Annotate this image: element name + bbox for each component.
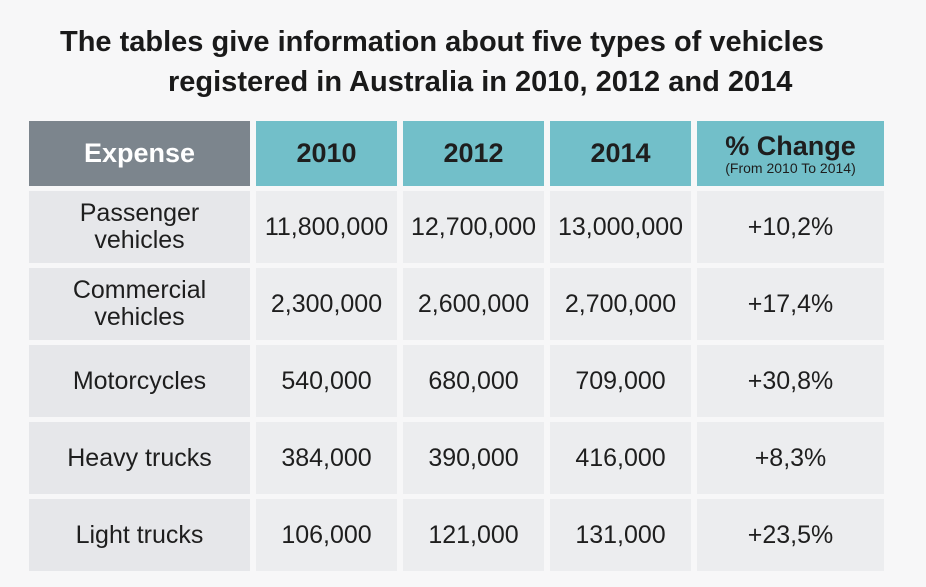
cell-commercial-change: +17,4%: [697, 268, 884, 340]
header-2012: 2012: [403, 121, 544, 186]
row-label-heavy-trucks: Heavy trucks: [29, 422, 250, 494]
cell-light-trucks-2014: 131,000: [550, 499, 691, 571]
cell-commercial-2010: 2,300,000: [256, 268, 397, 340]
row-label-motorcycles: Motorcycles: [29, 345, 250, 417]
header-2010: 2010: [256, 121, 397, 186]
chart-title-line-1: The tables give information about five t…: [60, 26, 824, 58]
vehicle-registration-table: Expense 2010 2012 2014 % Change (From 20…: [29, 121, 884, 571]
row-label-light-trucks: Light trucks: [29, 499, 250, 571]
header-percent-change: % Change (From 2010 To 2014): [697, 121, 884, 186]
cell-light-trucks-2012: 121,000: [403, 499, 544, 571]
cell-light-trucks-change: +23,5%: [697, 499, 884, 571]
row-label-passenger-vehicles: Passenger vehicles: [29, 191, 250, 263]
cell-heavy-trucks-2010: 384,000: [256, 422, 397, 494]
cell-motorcycles-2010: 540,000: [256, 345, 397, 417]
header-percent-change-subtitle: (From 2010 To 2014): [725, 159, 856, 176]
cell-passenger-2014: 13,000,000: [550, 191, 691, 263]
cell-commercial-2012: 2,600,000: [403, 268, 544, 340]
cell-motorcycles-2014: 709,000: [550, 345, 691, 417]
header-2014: 2014: [550, 121, 691, 186]
cell-light-trucks-2010: 106,000: [256, 499, 397, 571]
chart-title-line-2: registered in Australia in 2010, 2012 an…: [168, 66, 793, 98]
cell-heavy-trucks-change: +8,3%: [697, 422, 884, 494]
cell-passenger-change: +10,2%: [697, 191, 884, 263]
cell-passenger-2012: 12,700,000: [403, 191, 544, 263]
row-label-commercial-vehicles: Commercial vehicles: [29, 268, 250, 340]
chart-title: The tables give information about five t…: [0, 22, 926, 102]
header-expense: Expense: [29, 121, 250, 186]
header-percent-change-label: % Change: [725, 130, 856, 161]
cell-heavy-trucks-2014: 416,000: [550, 422, 691, 494]
cell-passenger-2010: 11,800,000: [256, 191, 397, 263]
cell-heavy-trucks-2012: 390,000: [403, 422, 544, 494]
cell-motorcycles-2012: 680,000: [403, 345, 544, 417]
cell-commercial-2014: 2,700,000: [550, 268, 691, 340]
cell-motorcycles-change: +30,8%: [697, 345, 884, 417]
